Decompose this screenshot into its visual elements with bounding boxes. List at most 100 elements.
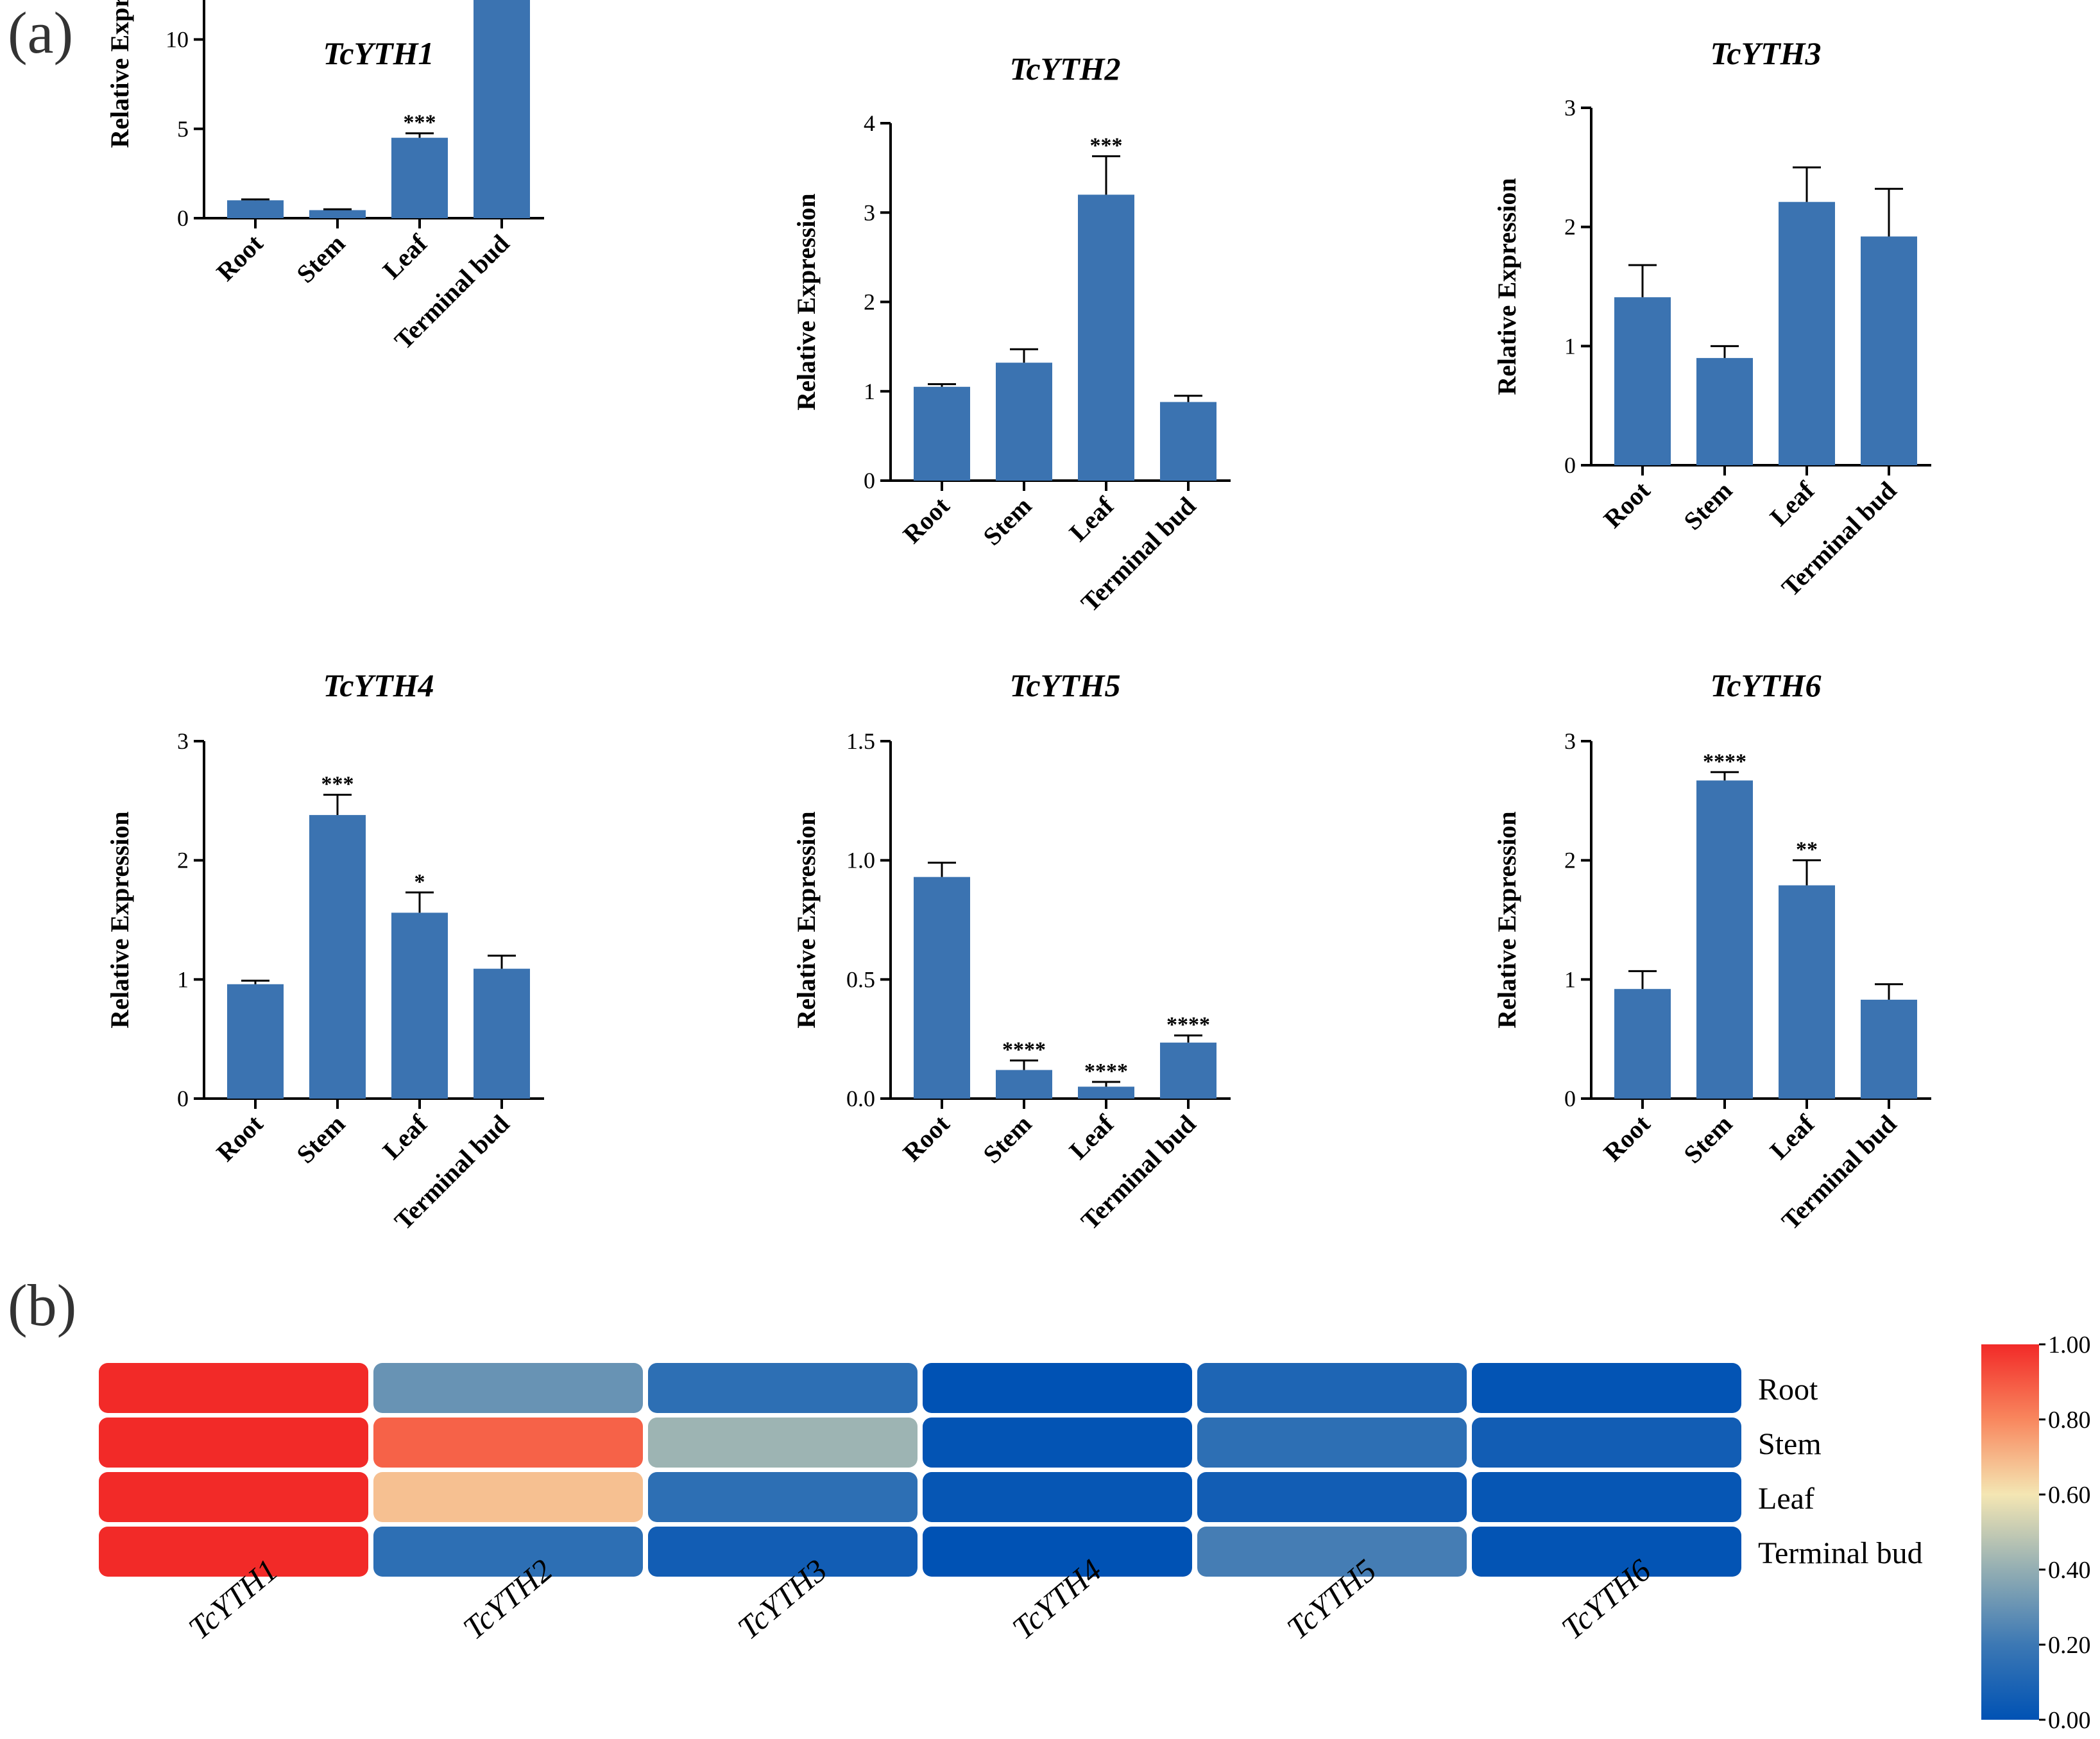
bar-stem (1696, 357, 1753, 465)
bar-stem (309, 210, 366, 218)
heatmap-cell-leaf-tcyth3 (648, 1472, 918, 1522)
significance-leaf: *** (1090, 134, 1123, 158)
significance-leaf: * (414, 870, 425, 894)
heatmap-cell-root-tcyth2 (373, 1363, 643, 1413)
chart-title: TcYTH5 (1009, 667, 1120, 703)
colorbar-tick-label: 0.20 (2048, 1632, 2091, 1659)
y-tick-label: 1.5 (846, 728, 875, 754)
x-tick-label-leaf: Leaf (377, 228, 433, 284)
chart-tcyth5: TcYTH5 Relative Expression 0.0 0.5 1.0 1.5 Roo… (792, 667, 1231, 1235)
heatmap-cell-terminal-bud-tcyth1 (99, 1527, 368, 1577)
colorbar-tick-label: 0.40 (2048, 1557, 2091, 1584)
colorbar-tick-label: 0.00 (2048, 1707, 2091, 1734)
significance-stem: **** (1703, 750, 1746, 773)
chart-title: TcYTH2 (1009, 51, 1120, 87)
chart-title: TcYTH4 (323, 667, 434, 703)
y-tick-label: 0.5 (846, 966, 875, 992)
bar-root (1614, 297, 1671, 465)
bar-stem (996, 1070, 1052, 1099)
x-tick-label-leaf: Leaf (1064, 491, 1120, 547)
y-tick-label: 2 (177, 848, 189, 873)
heatmap-cell-root-tcyth6 (1472, 1363, 1741, 1413)
chart-title: TcYTH6 (1710, 667, 1821, 703)
y-axis-label: Relative Expression (105, 0, 134, 148)
bar-stem (1696, 780, 1753, 1099)
y-tick-label: 1 (864, 379, 875, 404)
bar-terminal-bud (1160, 1042, 1216, 1099)
x-tick-label-stem: Stem (291, 229, 350, 289)
y-tick-label: 3 (864, 200, 875, 225)
heatmap-cell-root-tcyth3 (648, 1363, 918, 1413)
bar-leaf (1078, 1086, 1134, 1099)
x-tick-label-stem: Stem (977, 492, 1037, 551)
bar-leaf (1779, 885, 1835, 1099)
bar-leaf (391, 912, 448, 1099)
x-tick-label-leaf: Leaf (377, 1109, 433, 1165)
chart-tcyth2: TcYTH2 Relative Expression 0 1 2 3 4 Root Stem **… (792, 51, 1231, 617)
significance-stem: *** (321, 773, 354, 796)
bar-stem (309, 815, 366, 1099)
x-tick-label-root: Root (897, 491, 955, 549)
heatmap-cell-stem-tcyth2 (373, 1418, 643, 1468)
heatmap-row-label-leaf: Leaf (1758, 1482, 1814, 1516)
chart-title: TcYTH3 (1710, 35, 1821, 71)
x-tick-label-root: Root (1598, 1109, 1655, 1167)
heatmap-cell-terminal-bud-tcyth2 (373, 1527, 643, 1577)
y-axis-label: Relative Expression (792, 811, 821, 1028)
y-tick-label: 1.0 (846, 848, 875, 873)
y-tick-label: 1 (1564, 966, 1576, 992)
x-tick-label-leaf: Leaf (1764, 475, 1820, 531)
colorbar-gradient (1981, 1344, 2039, 1720)
significance-leaf: *** (404, 111, 436, 135)
chart-tcyth3: TcYTH3 Relative Expression 0 1 2 3 Root Stem Lea… (1492, 35, 1931, 602)
bar-root (914, 877, 970, 1099)
y-tick-label: 3 (177, 728, 189, 754)
y-axis-label: Relative Expression (1492, 178, 1521, 395)
chart-tcyth4: TcYTH4 Relative Expression 0 1 2 3 Root *** Stem… (105, 667, 544, 1235)
heatmap-cell-leaf-tcyth2 (373, 1472, 643, 1522)
chart-tcyth6: TcYTH6 Relative Expression 0 1 2 3 Root **** Ste… (1492, 667, 1931, 1235)
y-tick-label: 2 (1564, 848, 1576, 873)
y-tick-label: 5 (177, 116, 189, 142)
significance-terminal-bud: **** (1166, 1013, 1210, 1037)
bar-leaf (391, 137, 448, 218)
panel-b-label: (b) (8, 1272, 76, 1338)
heatmap-cell-stem-tcyth5 (1197, 1418, 1467, 1468)
bar-terminal-bud (1160, 402, 1216, 481)
bar-terminal-bud (1861, 999, 1917, 1099)
heatmap-cell-stem-tcyth4 (923, 1418, 1192, 1468)
y-tick-label: 0 (1564, 1086, 1576, 1111)
y-tick-label: 3 (1564, 95, 1576, 121)
heatmap-colorbar: 0.00 0.20 0.40 0.60 0.80 1.00 (1981, 1332, 2091, 1734)
heatmap-cell-stem-tcyth3 (648, 1418, 918, 1468)
heatmap-cell-terminal-bud-tcyth6 (1472, 1527, 1741, 1577)
x-tick-label-root: Root (210, 228, 268, 286)
heatmap-row-label-terminal-bud: Terminal bud (1758, 1536, 1923, 1570)
significance-leaf: **** (1084, 1059, 1128, 1083)
heatmap-cell-stem-tcyth6 (1472, 1418, 1741, 1468)
heatmap-row-label-stem: Stem (1758, 1427, 1822, 1461)
chart-title: TcYTH1 (323, 35, 434, 71)
y-tick-label: 2 (1564, 214, 1576, 240)
bar-terminal-bud (474, 968, 530, 1099)
bar-root (1614, 989, 1671, 1099)
y-tick-label: 3 (1564, 728, 1576, 754)
x-tick-label-stem: Stem (291, 1109, 350, 1169)
colorbar-tick-label: 0.60 (2048, 1482, 2091, 1509)
x-tick-label-stem: Stem (977, 1109, 1037, 1169)
heatmap-cell-root-tcyth1 (99, 1363, 368, 1413)
heatmap-cell-terminal-bud-tcyth5 (1197, 1527, 1467, 1577)
bar-root (227, 200, 284, 218)
x-tick-label-stem: Stem (1678, 476, 1737, 536)
x-tick-label-root: Root (210, 1109, 268, 1167)
y-tick-label: 0 (1564, 452, 1576, 478)
y-tick-label: 0 (177, 1086, 189, 1111)
y-axis-label: Relative Expression (1492, 811, 1521, 1028)
heatmap-cell-root-tcyth5 (1197, 1363, 1467, 1413)
bar-leaf (1779, 201, 1835, 465)
significance-leaf: ** (1796, 838, 1818, 862)
y-tick-label: 1 (177, 966, 189, 992)
x-tick-label-leaf: Leaf (1064, 1109, 1120, 1165)
